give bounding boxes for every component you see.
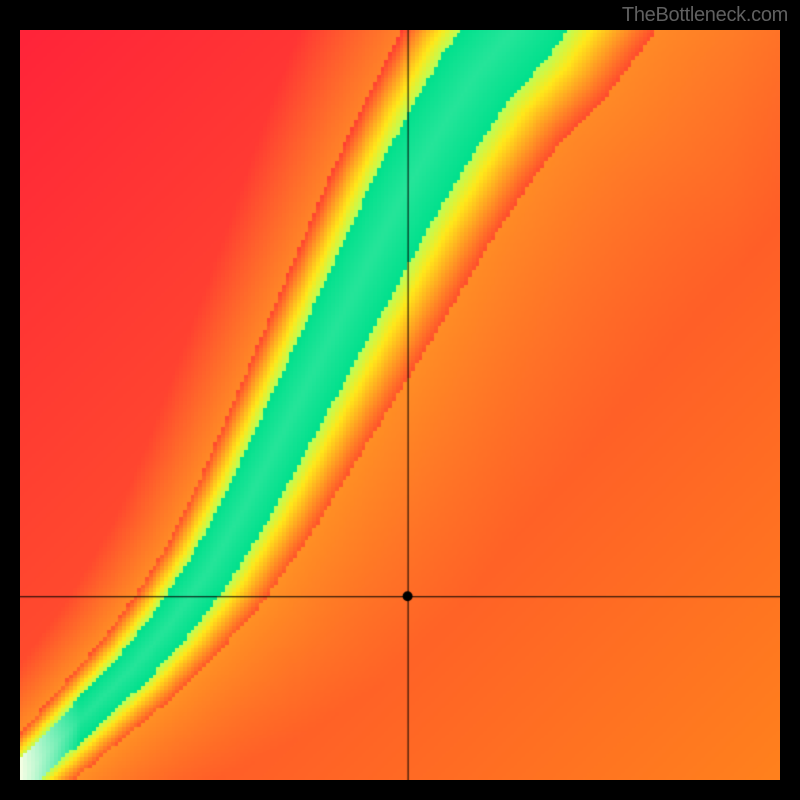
heatmap-canvas	[20, 30, 780, 780]
watermark-text: TheBottleneck.com	[622, 4, 788, 27]
chart-container: TheBottleneck.com	[0, 0, 800, 800]
plot-area	[20, 30, 780, 780]
